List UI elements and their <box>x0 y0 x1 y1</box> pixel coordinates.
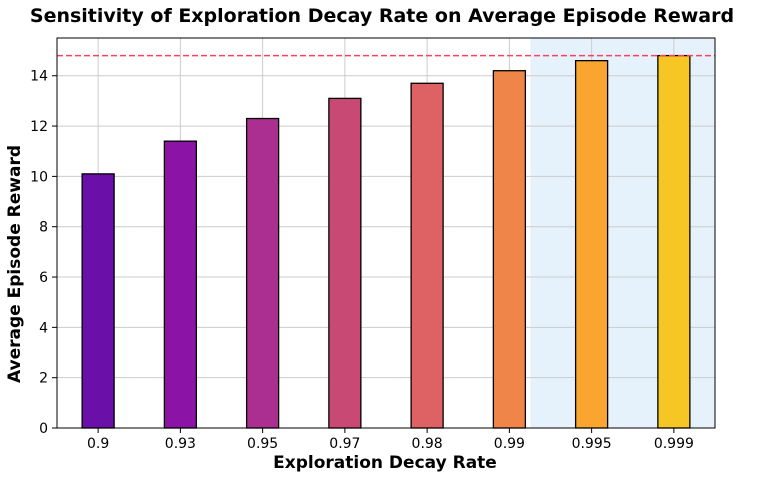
bar <box>163 140 198 429</box>
y-tick-label: 4 <box>39 320 48 336</box>
y-axis-label: Average Episode Reward <box>5 145 25 383</box>
bar <box>574 59 609 429</box>
bar <box>81 173 115 429</box>
bar <box>410 82 444 429</box>
bar <box>492 70 527 429</box>
x-tick-label: 0.99 <box>494 436 525 452</box>
y-tick-label: 6 <box>39 270 48 286</box>
y-tick-label: 14 <box>30 69 48 85</box>
bar <box>657 54 691 429</box>
x-tick-label: 0.93 <box>165 436 196 452</box>
y-tick-label: 2 <box>39 371 48 387</box>
y-tick-label: 8 <box>39 220 48 236</box>
y-tick-label: 0 <box>39 421 48 437</box>
x-tick-label: 0.9 <box>87 436 109 452</box>
x-tick-label: 0.98 <box>412 436 443 452</box>
x-tick-label: 0.97 <box>329 436 360 452</box>
bar <box>328 97 362 429</box>
bar <box>245 117 280 429</box>
y-tick-label: 12 <box>30 119 48 135</box>
x-tick-label: 0.95 <box>247 436 278 452</box>
x-tick-label: 0.995 <box>572 436 612 452</box>
axes-frame <box>56 37 716 429</box>
plot-area: 0 2 4 6 8 10 12 14 0.9 0.93 0.95 0.97 0.98 0.99 0.995 0… <box>30 37 716 452</box>
x-axis-label: Exploration Decay Rate <box>273 453 497 473</box>
x-tick-label: 0.999 <box>654 436 694 452</box>
chart-title: Sensitivity of Exploration Decay Rate on… <box>30 5 734 27</box>
y-tick-label: 10 <box>30 169 48 185</box>
